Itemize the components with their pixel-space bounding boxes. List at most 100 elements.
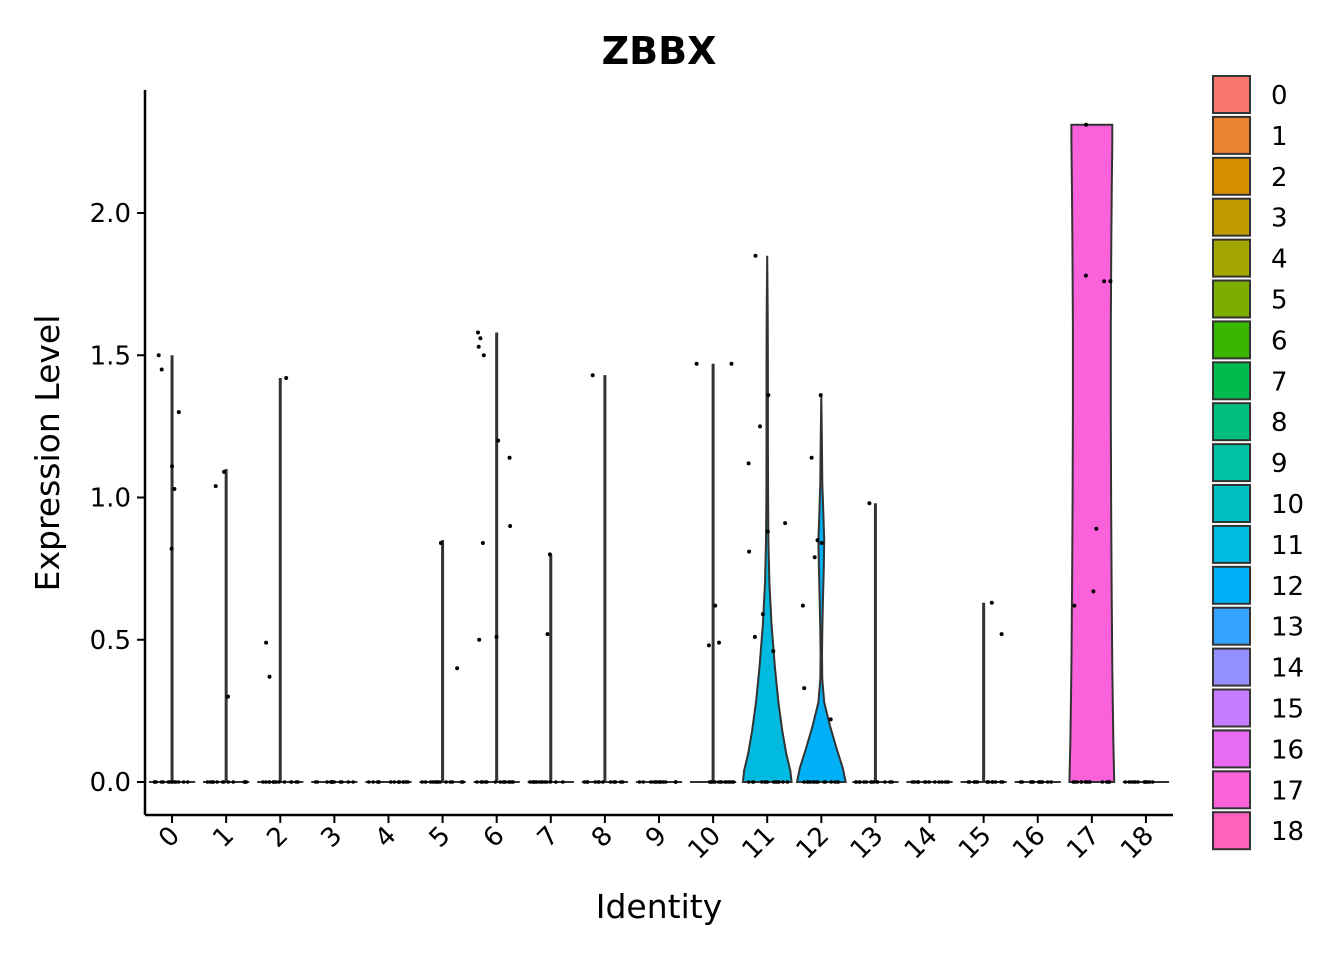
x-tick-label: 5 [424, 821, 457, 854]
point [812, 555, 817, 560]
point [205, 780, 210, 784]
point [661, 780, 665, 784]
point [455, 666, 460, 671]
point [777, 780, 781, 784]
x-tick-label: 17 [1061, 821, 1106, 866]
legend-label-18: 18 [1271, 817, 1304, 847]
point [724, 780, 729, 784]
legend-label-6: 6 [1271, 326, 1288, 356]
point [593, 780, 598, 784]
point [185, 780, 190, 784]
legend-label-14: 14 [1271, 654, 1304, 684]
legend-label-17: 17 [1271, 776, 1304, 806]
point [729, 361, 734, 366]
legend-key-12 [1212, 565, 1251, 605]
x-tick-label: 4 [370, 821, 403, 854]
point [508, 780, 513, 784]
point [371, 780, 376, 784]
point [176, 780, 181, 784]
point [226, 780, 230, 784]
point [716, 780, 721, 784]
legend-key-7 [1212, 361, 1251, 401]
point [1136, 780, 1140, 784]
y-tick-label: 2.0 [90, 199, 131, 229]
point [267, 780, 272, 784]
point [264, 640, 269, 645]
point [313, 780, 318, 784]
plot-area [148, 122, 1170, 784]
point [282, 780, 287, 784]
point [498, 780, 503, 784]
point [813, 780, 817, 784]
legend-label-16: 16 [1271, 735, 1304, 765]
point [404, 780, 408, 784]
legend-key-8 [1212, 402, 1251, 442]
point [649, 780, 653, 784]
point [156, 353, 161, 358]
point [1102, 279, 1107, 284]
point [532, 780, 537, 784]
point [760, 612, 765, 617]
point [816, 780, 820, 784]
point [1132, 780, 1136, 784]
point [1031, 780, 1035, 784]
point [760, 780, 764, 784]
violin-11 [741, 255, 793, 783]
point [284, 376, 289, 380]
point [828, 717, 833, 722]
x-tick-label: 18 [1115, 821, 1160, 866]
x-tick-label: 3 [315, 821, 348, 854]
point [231, 780, 236, 784]
legend-key-6 [1212, 320, 1251, 360]
point [507, 455, 512, 460]
point [478, 336, 483, 341]
point [289, 780, 293, 784]
point [590, 373, 595, 378]
point [833, 780, 837, 784]
point [476, 344, 481, 349]
point [480, 780, 485, 784]
point [912, 780, 917, 784]
point [244, 780, 249, 784]
point [752, 634, 757, 639]
point [822, 780, 826, 784]
x-tick-label: 15 [953, 821, 998, 866]
point [585, 780, 589, 784]
point [561, 780, 565, 784]
x-tick-label: 2 [261, 821, 294, 854]
point [940, 780, 944, 784]
legend-key-13 [1212, 606, 1251, 646]
point [420, 780, 425, 784]
point [706, 643, 711, 648]
point [508, 524, 513, 528]
violin-17 [1068, 123, 1116, 783]
point [166, 780, 171, 784]
point [829, 780, 833, 784]
point [753, 253, 758, 258]
x-tick-label: 14 [899, 821, 944, 866]
legend-label-8: 8 [1271, 408, 1288, 438]
point [1040, 780, 1045, 784]
point [221, 780, 225, 784]
legend-label-11: 11 [1271, 531, 1304, 561]
point [815, 538, 820, 543]
point [169, 546, 174, 551]
point [396, 780, 401, 784]
legend-key-0 [1212, 75, 1251, 114]
point [802, 686, 807, 691]
point [438, 780, 442, 784]
x-tick-label: 11 [737, 821, 782, 866]
point [713, 603, 718, 608]
point [1046, 780, 1050, 784]
point [746, 780, 751, 784]
point [545, 780, 549, 784]
point [277, 780, 281, 784]
point [781, 780, 785, 784]
point [654, 780, 658, 784]
legend-label-5: 5 [1271, 286, 1288, 316]
y-axis: 0.0 0.5 1.0 1.5 2.0 [90, 90, 147, 815]
point [294, 780, 299, 784]
point [618, 780, 623, 784]
x-tick-label: 12 [791, 821, 836, 866]
